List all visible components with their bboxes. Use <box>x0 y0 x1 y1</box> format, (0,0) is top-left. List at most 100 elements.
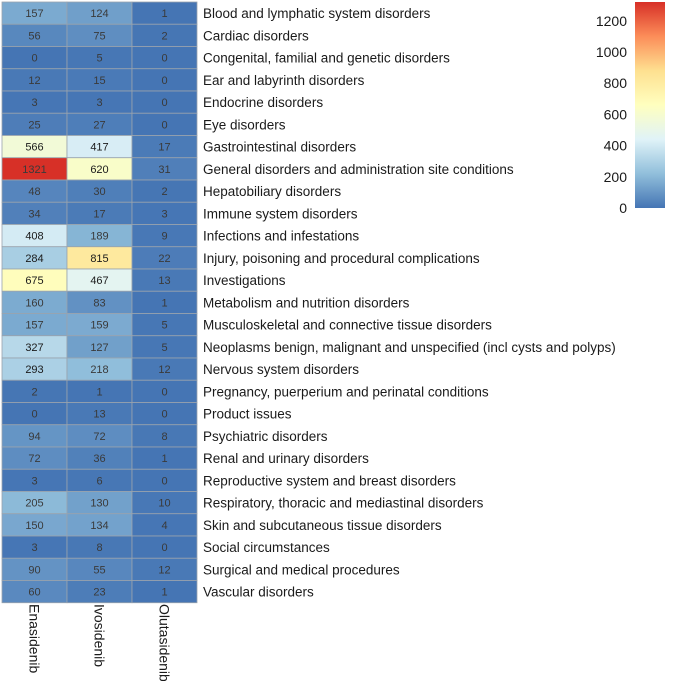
cell-value-label: 56 <box>28 30 40 42</box>
cell-value-label: 75 <box>93 30 105 42</box>
cell-value-label: 1 <box>96 386 102 398</box>
legend-tick-label: 0 <box>619 200 627 216</box>
column-label: Enasidenib <box>27 604 43 673</box>
cell-value-label: 0 <box>161 119 167 131</box>
cell-value-label: 13 <box>158 275 170 287</box>
cell-value-label: 17 <box>93 208 105 220</box>
cell-value-label: 327 <box>25 342 43 354</box>
cell-value-label: 0 <box>161 97 167 109</box>
legend-ticks: 0 200 400 600 800 1000 1200 <box>596 13 627 216</box>
row-label: Skin and subcutaneous tissue disorders <box>203 518 442 533</box>
cell-value-label: 157 <box>25 320 43 332</box>
cell-value-label: 159 <box>90 320 108 332</box>
row-label: Pregnancy, puerperium and perinatal cond… <box>203 384 489 399</box>
row-label: Social circumstances <box>203 540 330 555</box>
cell-value-label: 12 <box>28 75 40 87</box>
cell-value-label: 620 <box>90 164 108 176</box>
cell-value-label: 0 <box>31 53 37 65</box>
cell-value-label: 205 <box>25 498 43 510</box>
cell-value-label: 8 <box>161 431 167 443</box>
cell-value-label: 2 <box>161 30 167 42</box>
cell-value-label: 31 <box>158 164 170 176</box>
row-label: Ear and labyrinth disorders <box>203 73 365 88</box>
cell-value-label: 3 <box>161 208 167 220</box>
cell-value-label: 5 <box>96 53 102 65</box>
cell-value-label: 4 <box>161 520 167 532</box>
row-label: Vascular disorders <box>203 585 314 600</box>
cell-value-label: 27 <box>93 119 105 131</box>
cell-value-label: 36 <box>93 453 105 465</box>
cell-value-label: 12 <box>158 564 170 576</box>
cell-value-label: 1 <box>161 8 167 20</box>
legend-tick-label: 1200 <box>596 13 627 29</box>
row-label: Musculoskeletal and connective tissue di… <box>203 318 492 333</box>
cell-value-label: 17 <box>158 142 170 154</box>
cell-value-label: 72 <box>28 453 40 465</box>
cell-value-label: 9 <box>161 231 167 243</box>
cell-value-label: 5 <box>161 342 167 354</box>
row-label: Immune system disorders <box>203 206 358 221</box>
legend-tick-label: 400 <box>604 138 628 154</box>
column-label: Olutasidenib <box>157 604 173 681</box>
cell-value-label: 566 <box>25 142 43 154</box>
row-label: Investigations <box>203 273 286 288</box>
row-label: Surgical and medical procedures <box>203 562 400 577</box>
row-label: Gastrointestinal disorders <box>203 140 356 155</box>
cell-value-label: 1 <box>161 587 167 599</box>
row-label: Hepatobiliary disorders <box>203 184 341 199</box>
cell-value-label: 815 <box>90 253 108 265</box>
row-label: Neoplasms benign, malignant and unspecif… <box>203 340 616 355</box>
cell-value-label: 25 <box>28 119 40 131</box>
cell-value-label: 94 <box>28 431 40 443</box>
cell-value-label: 0 <box>161 53 167 65</box>
row-label: Reproductive system and breast disorders <box>203 473 456 488</box>
cell-value-label: 0 <box>161 75 167 87</box>
legend-tick-label: 1000 <box>596 44 627 60</box>
cell-value-label: 3 <box>31 475 37 487</box>
cell-value-label: 0 <box>161 542 167 554</box>
legend-tick-label: 800 <box>604 75 628 91</box>
cell-value-label: 150 <box>25 520 43 532</box>
cell-value-label: 83 <box>93 297 105 309</box>
cell-value-label: 12 <box>158 364 170 376</box>
cell-value-label: 30 <box>93 186 105 198</box>
row-label: Nervous system disorders <box>203 362 359 377</box>
cell-value-label: 48 <box>28 186 40 198</box>
column-labels: Enasidenib Ivosidenib Olutasidenib <box>27 604 173 681</box>
cell-value-label: 293 <box>25 364 43 376</box>
cell-value-label: 60 <box>28 587 40 599</box>
legend-tick-label: 200 <box>604 169 628 185</box>
row-label: Endocrine disorders <box>203 95 323 110</box>
cell-value-label: 55 <box>93 564 105 576</box>
cell-value-label: 189 <box>90 231 108 243</box>
row-label: Cardiac disorders <box>203 28 309 43</box>
cell-value-label: 3 <box>96 97 102 109</box>
cell-value-label: 675 <box>25 275 43 287</box>
cell-value-label: 1 <box>161 453 167 465</box>
cell-value-label: 2 <box>31 386 37 398</box>
cell-value-label: 5 <box>161 320 167 332</box>
row-label: Eye disorders <box>203 117 286 132</box>
cell-value-label: 15 <box>93 75 105 87</box>
cell-value-label: 10 <box>158 498 170 510</box>
cell-value-label: 2 <box>161 186 167 198</box>
row-labels: Blood and lymphatic system disorders Card… <box>203 6 616 600</box>
cell-value-label: 90 <box>28 564 40 576</box>
cell-value-label: 0 <box>31 409 37 421</box>
cell-value-label: 1 <box>161 297 167 309</box>
row-label: Product issues <box>203 407 292 422</box>
row-label: General disorders and administration sit… <box>203 162 514 177</box>
color-legend: 0 200 400 600 800 1000 1200 <box>596 2 665 216</box>
row-label: Renal and urinary disorders <box>203 451 369 466</box>
cell-value-label: 0 <box>161 409 167 421</box>
cell-value-label: 124 <box>90 8 108 20</box>
row-label: Metabolism and nutrition disorders <box>203 295 410 310</box>
row-label: Respiratory, thoracic and mediastinal di… <box>203 496 484 511</box>
heatmap-cell <box>131 580 198 604</box>
cell-value-label: 134 <box>90 520 108 532</box>
row-label: Congenital, familial and genetic disorde… <box>203 51 450 66</box>
row-label: Psychiatric disorders <box>203 429 328 444</box>
cell-value-label: 3 <box>31 97 37 109</box>
